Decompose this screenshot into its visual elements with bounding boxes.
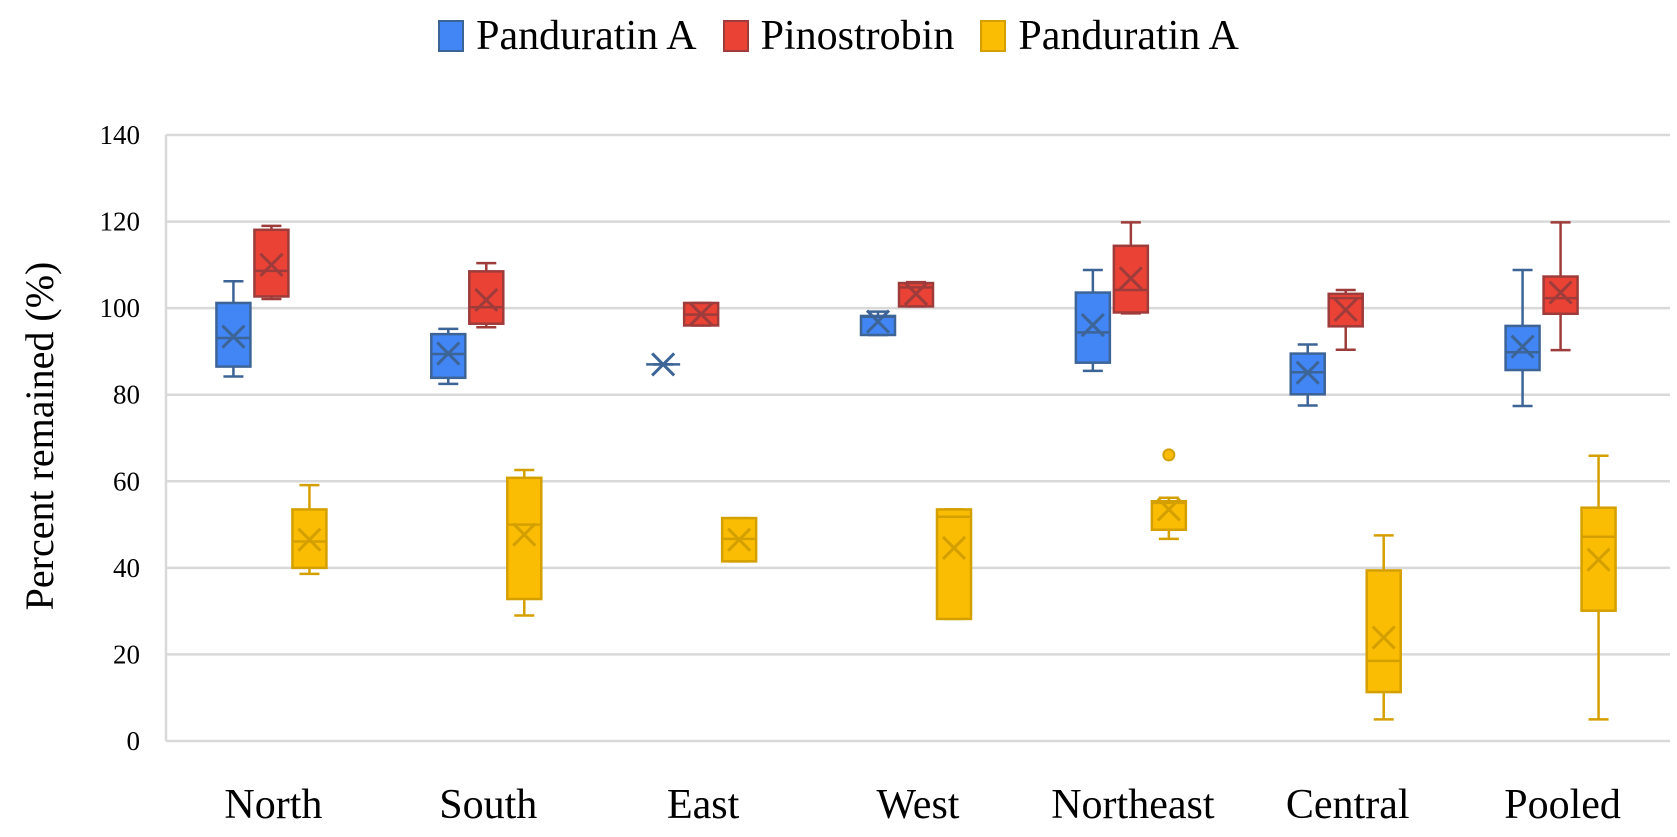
mean-marker [1295,360,1320,385]
y-tick-label: 20 [113,639,140,669]
iqr-box [1542,275,1579,316]
iqr-box [1074,291,1112,364]
mean-marker [436,341,461,366]
box-2-1 [506,468,543,617]
y-tick-label: 120 [100,207,141,237]
y-tick-label: 40 [113,553,140,583]
mean-marker [1510,334,1535,359]
mean-marker [512,522,537,547]
box-0-0 [215,280,252,378]
box-1-4 [1112,221,1150,315]
x-category-label: South [439,782,537,828]
box-1-2 [682,301,720,327]
x-category-label: Pooled [1504,782,1621,828]
iqr-box [430,332,467,380]
mean-marker [1548,280,1573,305]
x-category-label: East [667,782,740,828]
mean-marker [221,324,246,349]
mean-marker [474,287,499,312]
mean-marker [1156,497,1181,522]
box-0-2 [646,352,681,377]
y-tick-label: 100 [100,293,141,323]
mean-marker [297,527,322,552]
legend-label: Panduratin A [476,13,697,59]
mean-marker [1118,266,1143,291]
box-1-3 [897,280,935,308]
mean-marker [727,527,752,552]
x-category-label: Central [1286,782,1410,828]
box-1-6 [1542,221,1579,352]
box-1-0 [253,224,290,301]
box-2-5 [1365,534,1402,721]
box-0-6 [1504,268,1541,408]
x-category-label: West [877,782,960,828]
box-1-1 [468,261,505,329]
iqr-box [859,314,897,337]
legend-label: Pinostrobin [760,13,955,59]
legend-item: Panduratin A [438,12,697,60]
x-category-label: Northeast [1051,782,1215,828]
iqr-box [1365,569,1402,694]
y-tick-label: 140 [100,120,141,150]
mean-marker [259,252,284,277]
y-tick-label: 0 [127,726,141,756]
iqr-box [468,270,505,325]
legend-swatch [980,20,1007,52]
boxes [215,221,1617,721]
mean-marker [689,302,714,327]
iqr-box [506,476,543,601]
legend-item: Pinostrobin [722,12,955,60]
mean-marker [1371,625,1396,650]
x-axis-labels: North South East West Northeast Central Pooled [224,782,1620,828]
mean-marker [903,281,929,306]
y-tick-label: 80 [113,380,140,410]
box-2-0 [291,483,328,576]
box-2-4 [1150,448,1188,541]
y-axis-ticks: 0 20 40 60 80 100 120 140 [100,120,141,756]
x-category-label: North [224,782,322,828]
legend: Panduratin A Pinostrobin Panduratin A [0,12,1677,60]
box-1-5 [1327,288,1364,351]
iqr-box [935,508,973,621]
legend-swatch [438,20,465,52]
mean-marker [651,352,676,377]
legend-label: Panduratin A [1018,13,1239,59]
box-2-3 [935,508,973,621]
box-0-5 [1289,343,1326,407]
mean-marker [1080,312,1105,338]
gridlines [164,133,1670,743]
legend-swatch [722,20,749,52]
outlier-point [1162,448,1176,462]
mean-marker [865,309,891,334]
mean-marker [1333,297,1358,322]
legend-item: Panduratin A [980,12,1239,60]
y-tick-label: 60 [113,466,140,496]
mean-marker [1586,547,1611,572]
iqr-box [1150,499,1188,532]
box-2-2 [720,516,758,563]
box-2-6 [1580,454,1617,721]
box-0-4 [1074,268,1112,373]
box-0-1 [430,327,467,386]
box-0-3 [859,309,897,337]
mean-marker [941,535,967,561]
y-axis-title: Percent remained (%) [17,262,62,611]
